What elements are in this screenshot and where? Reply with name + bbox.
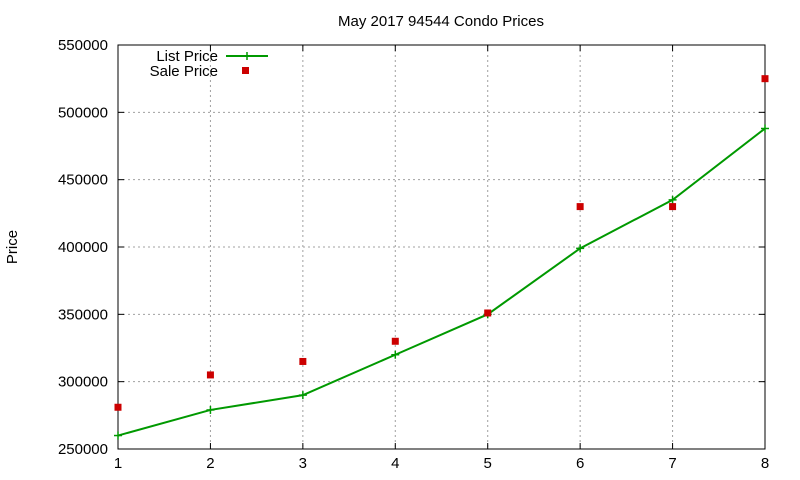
sale-price-point bbox=[206, 371, 214, 379]
x-tick-label: 3 bbox=[299, 455, 307, 472]
x-tick-label: 1 bbox=[114, 455, 122, 472]
legend-label-list-price: List Price bbox=[156, 48, 218, 65]
x-tick-label: 8 bbox=[761, 455, 769, 472]
list-price-point bbox=[761, 124, 769, 133]
list-price-point bbox=[668, 195, 677, 204]
x-tick-label: 5 bbox=[484, 455, 492, 472]
grid bbox=[118, 45, 765, 449]
chart-title: May 2017 94544 Condo Prices bbox=[338, 13, 544, 30]
sale-price-point bbox=[669, 203, 677, 211]
x-tick-label: 6 bbox=[576, 455, 584, 472]
y-tick-label: 500000 bbox=[58, 104, 108, 121]
y-tick-label: 400000 bbox=[58, 239, 108, 256]
x-tick-label: 2 bbox=[206, 455, 214, 472]
y-tick-label: 250000 bbox=[58, 441, 108, 458]
list-price-point bbox=[114, 431, 122, 440]
x-tick-labels: 1 2 3 4 5 6 7 8 bbox=[114, 455, 769, 472]
y-tick-label: 450000 bbox=[58, 172, 108, 189]
sale-price-point bbox=[576, 203, 584, 211]
y-axis-label: Price bbox=[4, 230, 21, 264]
sale-price-point bbox=[299, 357, 307, 365]
list-price-point bbox=[206, 405, 215, 414]
sale-price-point bbox=[391, 337, 399, 345]
axis-ticks bbox=[117, 44, 766, 450]
plot-frame bbox=[117, 44, 766, 450]
sale-price-point bbox=[484, 309, 492, 317]
legend-plus bbox=[243, 52, 251, 60]
x-tick-label: 4 bbox=[391, 455, 399, 472]
series-layer bbox=[114, 75, 769, 440]
y-tick-labels: 250000 300000 350000 400000 450000 500000 5500… bbox=[58, 37, 108, 458]
list-price-point bbox=[576, 244, 585, 253]
legend-swatch-sale-price bbox=[242, 67, 249, 74]
y-tick-label: 300000 bbox=[58, 374, 108, 391]
sale-price-point bbox=[114, 403, 122, 411]
x-tick-label: 7 bbox=[668, 455, 676, 472]
legend-marker-list-price bbox=[243, 52, 251, 60]
y-tick-label: 550000 bbox=[58, 37, 108, 54]
legend-label-sale-price: Sale Price bbox=[150, 63, 218, 80]
sale-price-point bbox=[761, 75, 769, 83]
list-price-point bbox=[391, 350, 400, 359]
legend: List Price Sale Price bbox=[150, 48, 268, 80]
list-price-point bbox=[298, 391, 307, 400]
y-tick-label: 350000 bbox=[58, 306, 108, 323]
list-price-line bbox=[117, 127, 766, 437]
